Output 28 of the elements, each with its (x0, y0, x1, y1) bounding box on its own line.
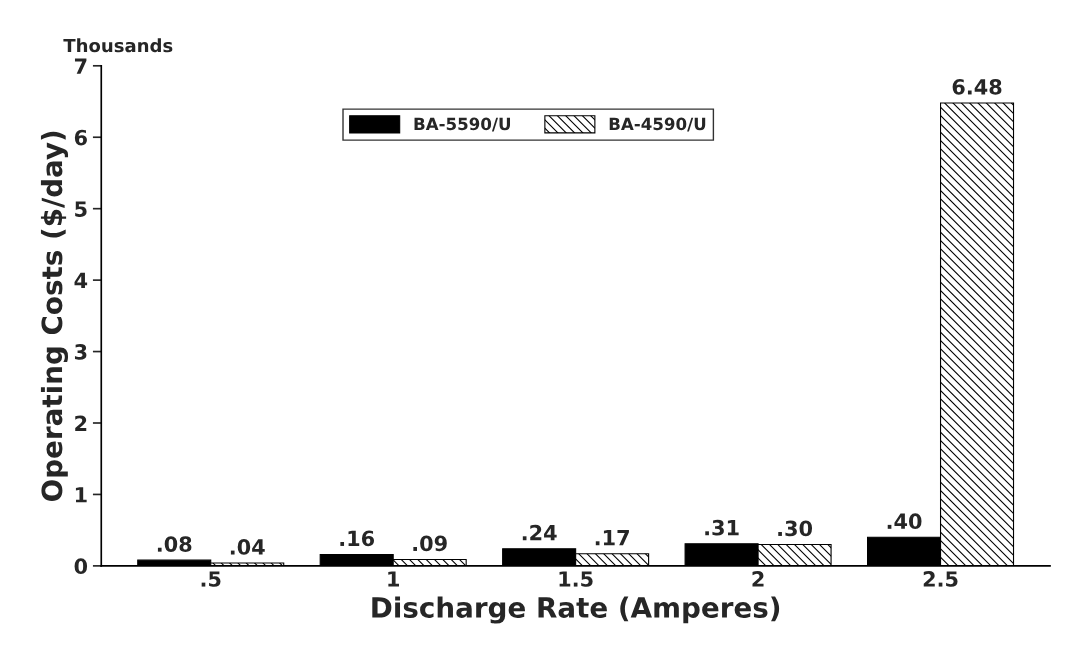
x-tick-label: .5 (201, 571, 221, 587)
y-tick-label: 3 (74, 344, 87, 360)
x-tick-label: 1 (388, 571, 400, 587)
data-label: .09 (413, 535, 447, 552)
y-tick-label: 5 (75, 201, 87, 217)
y-tick-label: 2 (75, 415, 87, 431)
y-tick-label: 1 (75, 487, 87, 503)
legend-label: BA-5590/U (414, 117, 511, 132)
data-label: .16 (340, 530, 375, 547)
y-tick-label: 7 (74, 58, 87, 74)
data-label: .08 (157, 536, 192, 552)
x-tick-label: 2.5 (923, 571, 958, 587)
y-tick-label: 6 (74, 129, 87, 146)
y-tick-label: 4 (74, 272, 88, 289)
y-tick-label: 0 (74, 558, 88, 575)
data-label: 6.48 (952, 78, 1002, 95)
x-tick-label: 1.5 (559, 571, 593, 587)
text: Thousands (63, 38, 173, 53)
data-label: .17 (595, 530, 629, 546)
legend-label: BA-4590/U (609, 117, 706, 132)
x-axis-title: Discharge Rate (Amperes) (372, 596, 780, 624)
data-label: .04 (230, 539, 265, 555)
data-label: .40 (887, 513, 922, 530)
x-tick-label: 2 (752, 571, 764, 587)
data-label: .30 (778, 520, 813, 537)
y-axis-title: Operating Costs ($/day) (40, 131, 69, 502)
data-label: .31 (705, 519, 739, 536)
data-label: .24 (522, 524, 557, 541)
